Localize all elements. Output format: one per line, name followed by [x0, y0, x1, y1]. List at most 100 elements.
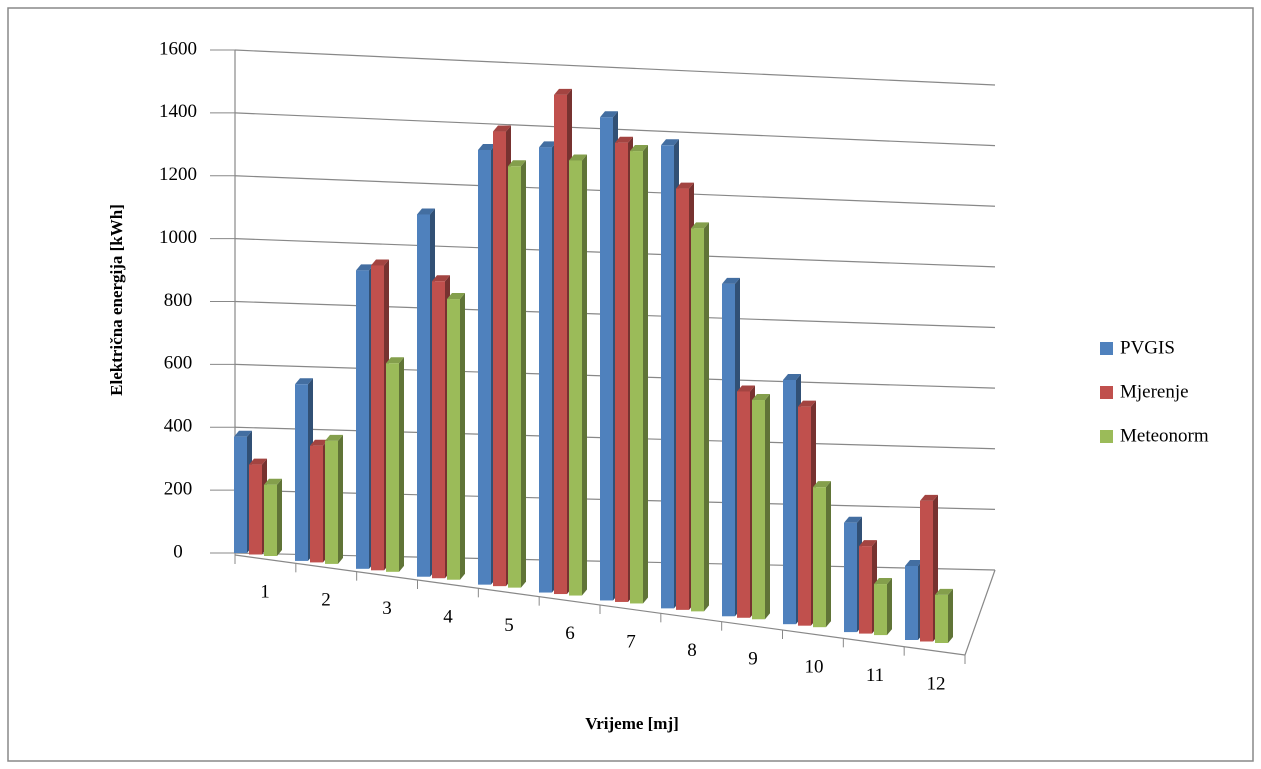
y-tick-label: 0: [173, 541, 183, 562]
bar-front: [722, 283, 735, 617]
bar-top: [295, 378, 313, 385]
bar-front: [905, 566, 918, 640]
bar-top: [447, 293, 465, 300]
bar: [691, 222, 709, 612]
bar-front: [661, 145, 674, 609]
bar: [630, 145, 648, 604]
bar-top: [417, 208, 435, 215]
bar-top: [676, 182, 694, 189]
bar-front: [478, 149, 491, 585]
bar-front: [844, 522, 857, 633]
bar-front: [310, 445, 323, 563]
bar-top: [356, 264, 374, 271]
bar-front: [264, 484, 277, 556]
bar-front: [508, 166, 521, 588]
x-tick-label: 1: [260, 581, 270, 602]
grid-line: [234, 49, 996, 86]
bar-front: [859, 546, 872, 634]
legend-swatch: [1100, 386, 1113, 399]
bar-top: [432, 275, 450, 282]
y-tick-label: 1200: [159, 164, 197, 185]
bar-top: [798, 400, 816, 407]
bar: [752, 394, 770, 620]
bar-side: [948, 588, 953, 643]
x-tick-label: 6: [565, 623, 575, 644]
bar: [569, 154, 587, 596]
bar-top: [325, 434, 343, 441]
bar-top: [508, 160, 526, 167]
bar-front: [325, 440, 338, 564]
bar-top: [859, 540, 877, 547]
bar-front: [630, 151, 643, 604]
bar-side: [338, 434, 343, 564]
bar: [386, 357, 404, 572]
bar-top: [783, 374, 801, 380]
bar-side: [887, 578, 892, 636]
legend-label: Meteonorm: [1120, 425, 1209, 446]
bar-front: [737, 391, 750, 618]
bar-front: [615, 142, 628, 602]
x-tick-label: 12: [927, 673, 946, 694]
x-tick-label: 2: [321, 590, 331, 611]
bar-side: [826, 481, 831, 628]
y-axis-title: Električna energija [kWh]: [107, 204, 126, 396]
bar-front: [783, 380, 796, 625]
bar-front: [752, 400, 765, 620]
y-tick-label: 1600: [159, 38, 197, 59]
bar-top: [813, 481, 831, 488]
bar: [935, 588, 953, 643]
bar-top: [264, 478, 282, 485]
bar-front: [798, 406, 811, 626]
bar-side: [582, 154, 587, 596]
bar-front: [295, 384, 308, 561]
legend-label: PVGIS: [1120, 337, 1175, 358]
bar: [447, 293, 465, 580]
bar-front: [569, 160, 582, 596]
bar: [264, 478, 282, 556]
bar-top: [569, 154, 587, 161]
bar-side: [704, 222, 709, 612]
x-tick-label: 11: [866, 665, 884, 686]
bar-front: [417, 214, 430, 577]
bar-top: [844, 516, 862, 523]
bar: [874, 578, 892, 636]
bar-top: [737, 385, 755, 392]
bar-top: [371, 259, 389, 266]
bar-top: [554, 88, 572, 95]
legend-label: Mjerenje: [1120, 381, 1189, 402]
y-tick-label: 400: [164, 416, 193, 437]
bar-front: [539, 147, 552, 593]
x-tick-label: 10: [805, 657, 824, 678]
bar-top: [935, 588, 953, 595]
legend-swatch: [1100, 342, 1113, 355]
bar-top: [905, 560, 923, 566]
x-tick-label: 5: [504, 615, 514, 636]
bar-top: [539, 141, 557, 148]
bar-top: [630, 145, 648, 152]
y-tick-label: 200: [164, 478, 193, 499]
bar-front: [691, 228, 704, 612]
bar-top: [752, 394, 770, 401]
bar-top: [615, 136, 633, 143]
x-tick-label: 3: [382, 598, 392, 619]
bar-front: [600, 117, 613, 601]
y-tick-label: 600: [164, 353, 193, 374]
bar-side: [460, 293, 465, 580]
bar-front: [432, 281, 445, 579]
bar-front: [920, 500, 933, 642]
bar-side: [643, 145, 648, 604]
bar-front: [935, 594, 948, 643]
bar-front: [371, 265, 384, 571]
bar-side: [399, 357, 404, 572]
bar-top: [874, 578, 892, 585]
floor-right-edge: [964, 569, 996, 656]
bar-front: [249, 464, 262, 555]
bar-top: [920, 494, 938, 501]
x-tick-label: 7: [626, 632, 636, 653]
bar-front: [356, 270, 369, 569]
x-axis-title: Vrijeme [mj]: [585, 714, 679, 733]
y-tick-label: 800: [164, 290, 193, 311]
bar-front: [447, 299, 460, 580]
bar-front: [813, 487, 826, 628]
